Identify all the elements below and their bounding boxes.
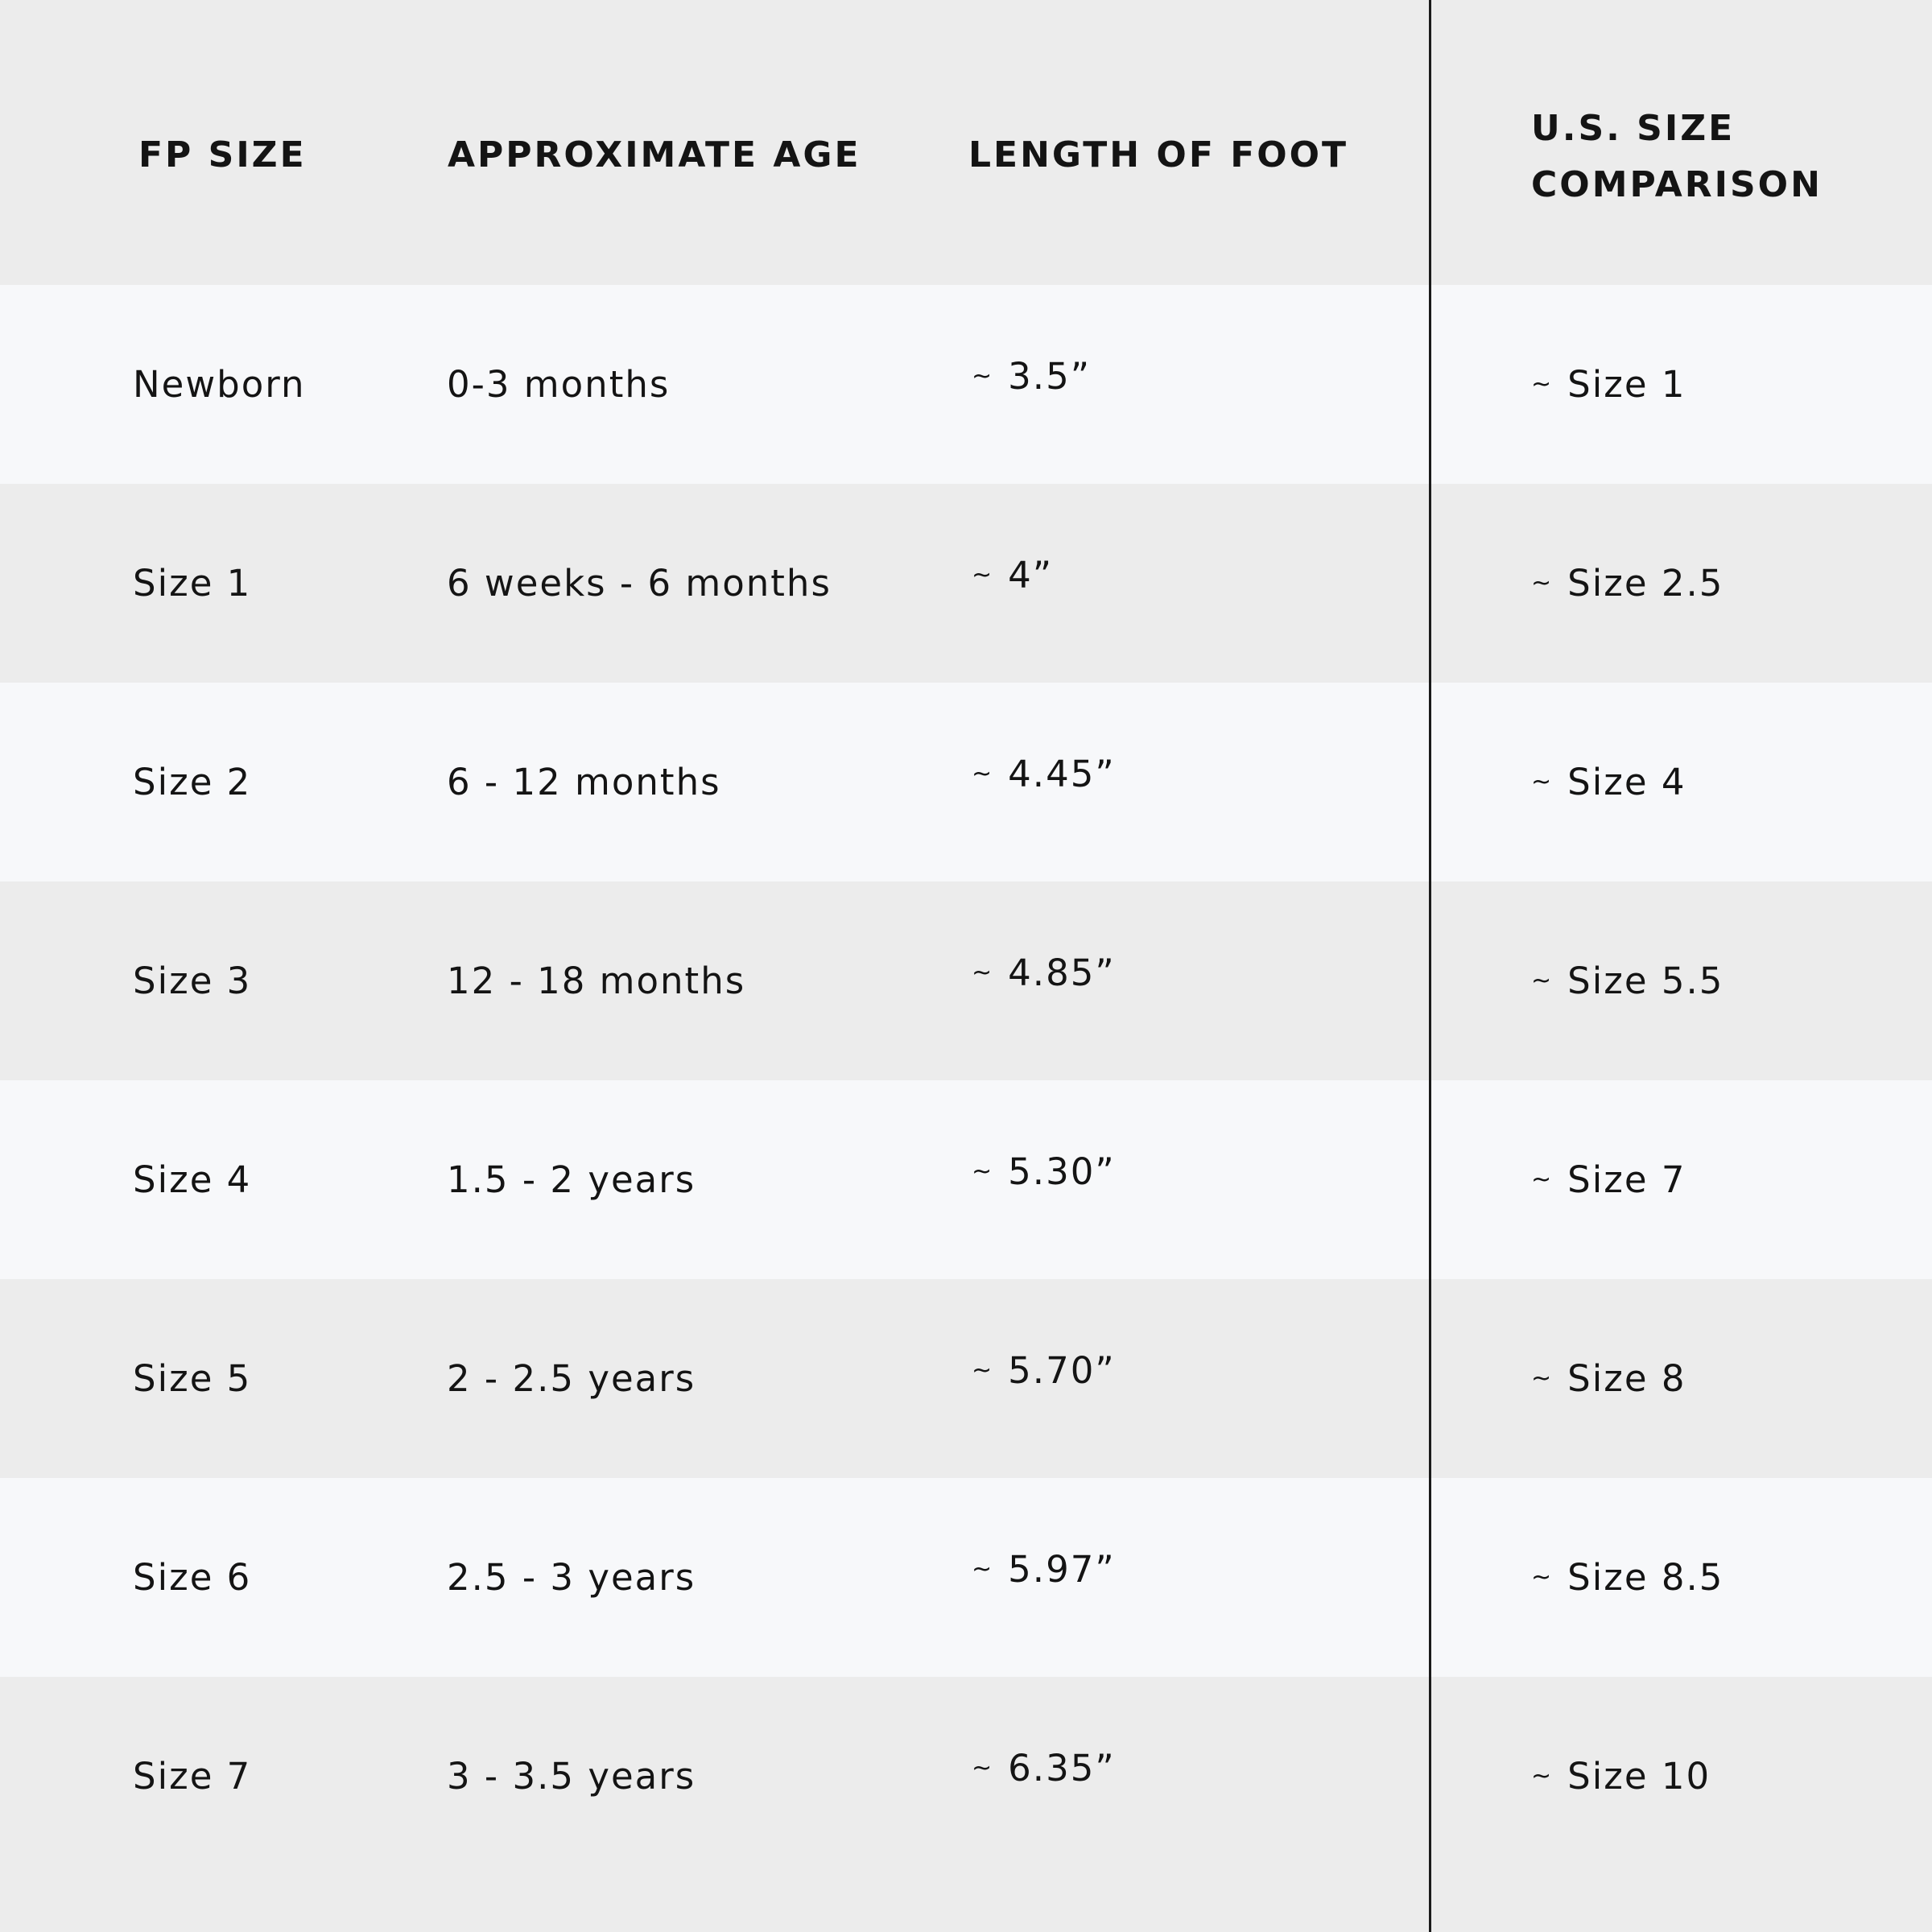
fp-size-cell: Size 5 xyxy=(133,1357,252,1400)
table-row: Size 5 2 - 2.5 years ~5.70” ~ Size 8 xyxy=(0,1279,1932,1478)
us-size-cell: ~ Size 8.5 xyxy=(1531,1478,1724,1677)
us-size-cell: ~ Size 5.5 xyxy=(1531,881,1724,1080)
fp-size-cell: Size 4 xyxy=(133,1158,252,1201)
age-cell: 0-3 months xyxy=(447,363,671,406)
age-cell: 1.5 - 2 years xyxy=(447,1158,696,1201)
length-cell: ~4” xyxy=(972,476,1053,675)
approx-symbol: ~ xyxy=(1531,768,1554,796)
length-cell: ~4.45” xyxy=(972,675,1116,873)
length-value: 4” xyxy=(1008,554,1054,597)
approx-symbol: ~ xyxy=(972,959,994,987)
header-us-size: U.S. SIZE xyxy=(1531,108,1736,149)
fp-size-cell: Newborn xyxy=(133,363,306,406)
approx-symbol: ~ xyxy=(1531,370,1554,398)
length-cell: ~4.85” xyxy=(972,873,1116,1072)
header-fp-size: FP SIZE xyxy=(138,134,307,175)
length-cell: ~5.70” xyxy=(972,1271,1116,1470)
us-size-value: Size 1 xyxy=(1567,363,1686,406)
approx-symbol: ~ xyxy=(972,1356,994,1385)
age-cell: 12 - 18 months xyxy=(447,960,746,1002)
header-length-of-foot: LENGTH OF FOOT xyxy=(968,134,1349,175)
approx-symbol: ~ xyxy=(972,1158,994,1186)
table-row: Newborn 0-3 months ~3.5” ~ Size 1 xyxy=(0,285,1932,484)
age-cell: 3 - 3.5 years xyxy=(447,1755,696,1798)
length-value: 3.5” xyxy=(1008,355,1092,398)
column-divider xyxy=(1429,0,1431,1932)
table-row: Size 1 6 weeks - 6 months ~4” ~ Size 2.5 xyxy=(0,484,1932,683)
age-cell: 2 - 2.5 years xyxy=(447,1357,696,1400)
fp-size-cell: Size 6 xyxy=(133,1556,252,1599)
table-row: Size 4 1.5 - 2 years ~5.30” ~ Size 7 xyxy=(0,1080,1932,1279)
approx-symbol: ~ xyxy=(972,760,994,788)
approx-symbol: ~ xyxy=(1531,1364,1554,1393)
table-row: Size 6 2.5 - 3 years ~5.97” ~ Size 8.5 xyxy=(0,1478,1932,1677)
approx-symbol: ~ xyxy=(1531,1563,1554,1591)
approx-symbol: ~ xyxy=(972,362,994,390)
us-size-cell: ~ Size 8 xyxy=(1531,1279,1686,1478)
age-cell: 6 - 12 months xyxy=(447,761,721,803)
us-size-value: Size 8.5 xyxy=(1567,1556,1724,1599)
approx-symbol: ~ xyxy=(1531,967,1554,995)
table-row: Size 3 12 - 18 months ~4.85” ~ Size 5.5 xyxy=(0,881,1932,1080)
length-value: 4.85” xyxy=(1008,952,1116,994)
age-cell: 6 weeks - 6 months xyxy=(447,562,832,605)
length-cell: ~3.5” xyxy=(972,277,1091,476)
fp-size-cell: Size 7 xyxy=(133,1755,252,1798)
approx-symbol: ~ xyxy=(1531,1762,1554,1790)
fp-size-cell: Size 2 xyxy=(133,761,252,803)
length-value: 5.97” xyxy=(1008,1548,1116,1591)
length-value: 5.70” xyxy=(1008,1349,1116,1392)
us-size-value: Size 8 xyxy=(1567,1357,1686,1400)
us-size-cell: ~ Size 7 xyxy=(1531,1080,1686,1279)
length-cell: ~5.30” xyxy=(972,1072,1116,1271)
fp-size-cell: Size 3 xyxy=(133,960,252,1002)
us-size-value: Size 2.5 xyxy=(1567,562,1724,605)
approx-symbol: ~ xyxy=(1531,1166,1554,1194)
fp-size-cell: Size 1 xyxy=(133,562,252,605)
length-cell: ~5.97” xyxy=(972,1470,1116,1669)
us-size-cell: ~ Size 2.5 xyxy=(1531,484,1724,683)
length-value: 6.35” xyxy=(1008,1747,1116,1790)
length-cell: ~6.35” xyxy=(972,1669,1116,1868)
us-size-value: Size 4 xyxy=(1567,761,1686,803)
us-size-cell: ~ Size 10 xyxy=(1531,1677,1711,1876)
table-row: Size 2 6 - 12 months ~4.45” ~ Size 4 xyxy=(0,683,1932,881)
header-approximate-age: APPROXIMATE AGE xyxy=(448,134,861,175)
us-size-value: Size 10 xyxy=(1567,1755,1711,1798)
approx-symbol: ~ xyxy=(1531,569,1554,597)
us-size-cell: ~ Size 4 xyxy=(1531,683,1686,881)
approx-symbol: ~ xyxy=(972,1754,994,1782)
us-size-cell: ~ Size 1 xyxy=(1531,285,1686,484)
length-value: 5.30” xyxy=(1008,1150,1116,1193)
us-size-value: Size 7 xyxy=(1567,1158,1686,1201)
us-size-value: Size 5.5 xyxy=(1567,960,1724,1002)
table-row: Size 7 3 - 3.5 years ~6.35” ~ Size 10 xyxy=(0,1677,1932,1931)
header-comparison: COMPARISON xyxy=(1531,164,1823,205)
age-cell: 2.5 - 3 years xyxy=(447,1556,696,1599)
approx-symbol: ~ xyxy=(972,561,994,589)
table-header: FP SIZE APPROXIMATE AGE LENGTH OF FOOT U… xyxy=(0,0,1932,285)
approx-symbol: ~ xyxy=(972,1555,994,1583)
length-value: 4.45” xyxy=(1008,753,1116,795)
